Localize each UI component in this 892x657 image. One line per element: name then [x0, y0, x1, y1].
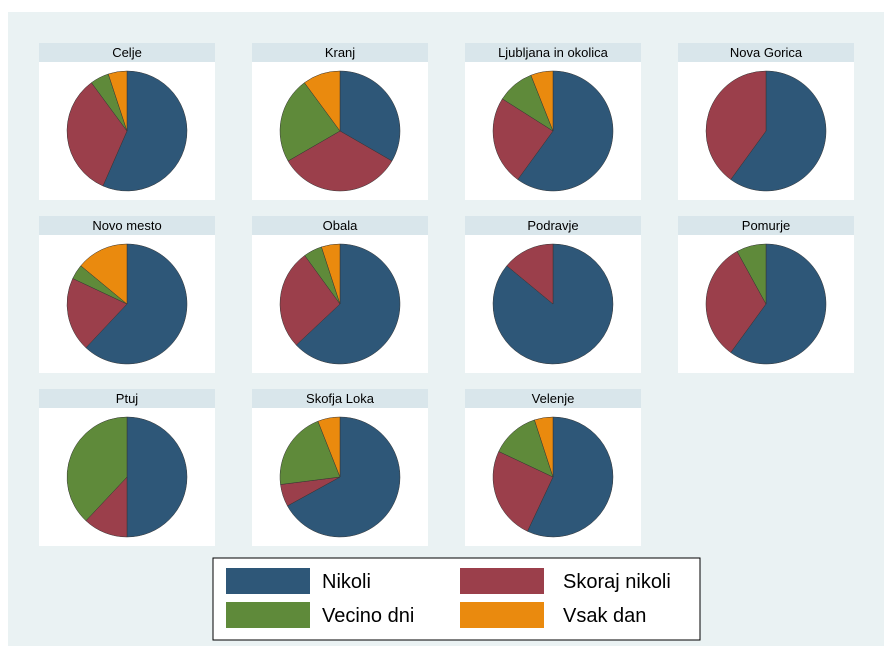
pie-slice-ljubljana-in-okolica-skoraj-nikoli [492, 98, 554, 180]
legend-key-nikoli [226, 568, 310, 594]
panel-title: Podravje [527, 218, 578, 233]
pie-slice-obala-nikoli [295, 243, 401, 365]
panel-pomurje: Pomurje [678, 216, 854, 373]
panel-obala: Obala [252, 216, 428, 373]
panel-title: Ljubljana in okolica [498, 45, 609, 60]
legend: Nikoli Skoraj nikoli Vecino dni Vsak dan [212, 557, 701, 641]
legend-label-nikoli: Nikoli [322, 571, 371, 593]
pie-slice-obala-vsak-dan [321, 243, 341, 305]
panel-title-strip [252, 216, 428, 235]
pie-slice-celje-nikoli [102, 70, 188, 192]
pie-slice-velenje-skoraj-nikoli [492, 451, 554, 532]
legend-key-skoraj-nikoli [460, 568, 544, 594]
pie-slice-velenje-vsak-dan [534, 416, 554, 478]
panel-title-strip [39, 389, 215, 408]
panel-skofja-loka: Skofja Loka [252, 389, 428, 546]
panel-title-strip [678, 216, 854, 235]
pie-slice-pomurje-vecino-dni [736, 243, 767, 305]
panel-title-strip [39, 43, 215, 62]
panel-title: Celje [112, 45, 142, 60]
pie-slice-celje-skoraj-nikoli [66, 82, 128, 187]
panel-title: Kranj [325, 45, 355, 60]
panel-title: Pomurje [742, 218, 790, 233]
pie-slice-nova-gorica-skoraj-nikoli [705, 70, 767, 180]
panel-title-strip [39, 216, 215, 235]
legend-key-vsak-dan [460, 602, 544, 628]
pie-slice-kranj-vsak-dan [304, 70, 341, 132]
panel-celje: Celje [39, 43, 215, 200]
pie-slice-skofja-loka-nikoli [287, 416, 401, 538]
panel-ptuj: Ptuj [39, 389, 215, 546]
legend-label-vsak-dan: Vsak dan [563, 605, 646, 627]
pie-slice-ptuj-nikoli [126, 416, 188, 538]
panel-title-strip [252, 389, 428, 408]
panel-title-strip [465, 43, 641, 62]
pie-slice-novo-mesto-vsak-dan [80, 243, 128, 305]
pie-slice-nova-gorica-nikoli [730, 70, 827, 192]
panels: Celje Kranj Ljubljana in okolica Nova Goric… [39, 43, 854, 546]
pie-slice-novo-mesto-nikoli [85, 243, 188, 365]
panel-kranj: Kranj [252, 43, 428, 200]
panel-title: Ptuj [116, 391, 139, 406]
pie-slice-kranj-nikoli [339, 70, 401, 162]
pie-slice-obala-skoraj-nikoli [279, 255, 341, 346]
panel-title-strip [465, 389, 641, 408]
panel-podravje: Podravje [465, 216, 641, 373]
panel-title-strip [252, 43, 428, 62]
panel-nova-gorica: Nova Gorica [678, 43, 854, 200]
pie-slice-ljubljana-in-okolica-nikoli [517, 70, 614, 192]
legend-label-vecino-dni: Vecino dni [322, 605, 414, 627]
pie-slice-velenje-nikoli [527, 416, 614, 538]
panel-title-strip [465, 216, 641, 235]
panel-ljubljana-in-okolica: Ljubljana in okolica [465, 43, 641, 200]
pie-slice-ljubljana-in-okolica-vsak-dan [530, 70, 554, 132]
pie-slice-skofja-loka-vecino-dni [279, 420, 341, 485]
pie-slice-pomurje-skoraj-nikoli [705, 251, 767, 353]
legend-key-vecino-dni [226, 602, 310, 628]
pie-slice-podravje-skoraj-nikoli [506, 243, 554, 305]
pie-slice-pomurje-nikoli [730, 243, 827, 365]
panel-title: Velenje [532, 391, 575, 406]
pie-slice-kranj-vecino-dni [279, 82, 341, 162]
pie-slice-celje-vsak-dan [107, 70, 128, 132]
panel-title: Skofja Loka [306, 391, 375, 406]
panel-title: Nova Gorica [730, 45, 803, 60]
pie-slice-skofja-loka-vsak-dan [317, 416, 341, 478]
panel-title: Obala [323, 218, 358, 233]
pie-slice-novo-mesto-skoraj-nikoli [66, 278, 128, 349]
legend-label-skoraj-nikoli: Skoraj nikoli [563, 571, 671, 593]
panel-velenje: Velenje [465, 389, 641, 546]
panel-novo-mesto: Novo mesto [39, 216, 215, 373]
panel-title: Novo mesto [92, 218, 161, 233]
pie-slice-ptuj-vecino-dni [66, 416, 128, 522]
panel-title-strip [678, 43, 854, 62]
